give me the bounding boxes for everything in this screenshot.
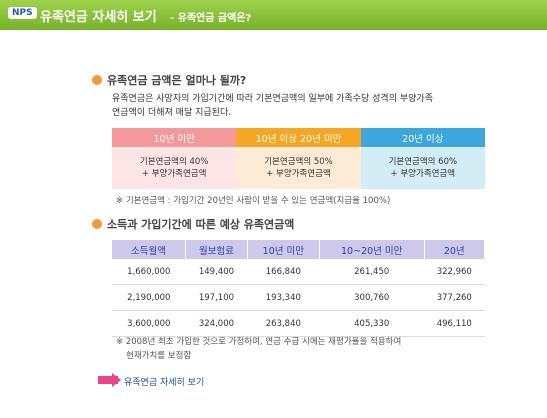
cell: 193,340 [247, 284, 320, 311]
cell: 149,400 [185, 259, 248, 285]
cell-line: 기본연금액의 40% [139, 157, 209, 167]
section-heading: 소득과 가입기간에 따른 예상 유족연금액 [92, 216, 294, 232]
cell: 300,760 [319, 284, 425, 311]
cell: 166,840 [247, 259, 320, 285]
logo: NPS [8, 7, 37, 19]
cell: 263,840 [247, 310, 320, 337]
cell: 기본연금액의 60% + 부양가족연금액 [360, 147, 485, 189]
rate-table: 10년 미만 10년 이상 20년 미만 20년 이상 기본연금액의 40% + … [112, 128, 485, 189]
arrow-head [112, 373, 121, 387]
note-line: ※ 2008년 최초 가입한 것으로 가정하며, 연금 수급 시에는 재평가율을… [116, 337, 402, 347]
cell: 324,000 [185, 310, 248, 337]
cell: 496,110 [424, 310, 485, 337]
column-header: 10년 미만 [247, 240, 320, 259]
section-heading: 유족연금 금액은 얼마나 될까? [92, 72, 246, 88]
amount-table: 소득월액 월보험료 10년 미만 10~20년 미만 20년 1,660,000 149,4… [112, 240, 486, 337]
cell: 3,600,000 [112, 310, 186, 337]
column-header: 20년 [424, 240, 486, 259]
cell: 377,260 [424, 284, 485, 311]
cell: 1,660,000 [112, 259, 186, 285]
column-header: 20년 이상 [360, 128, 485, 147]
table-row: 3,600,000 324,000 263,840 405,330 496,110 [112, 310, 485, 337]
cell: 기본연금액의 50% + 부양가족연금액 [236, 147, 361, 189]
cell: 261,450 [319, 259, 425, 285]
paragraph: 유족연금은 사망자의 가입기간에 따라 기본연금액의 일부에 가족수당 성격의 … [112, 92, 433, 120]
paragraph-line: 연금액이 더해져 매달 지급된다. [112, 108, 232, 118]
cell-line: 기본연금액의 60% [388, 157, 458, 167]
header-bar [0, 0, 547, 30]
cell: 기본연금액의 40% + 부양가족연금액 [112, 147, 237, 189]
note: ※ 2008년 최초 가입한 것으로 가정하며, 연금 수급 시에는 재평가율을… [116, 335, 401, 363]
column-header: 10년 미만 [112, 128, 237, 147]
header-title: 유족연금 자세히 보기 [40, 10, 157, 25]
cell-line: + 부양가족연금액 [266, 169, 331, 179]
note-line: 현재가치를 보정함 [126, 351, 192, 361]
cell: 197,100 [185, 284, 248, 311]
cell-line: + 부양가족연금액 [390, 169, 456, 179]
cell: 322,960 [424, 259, 485, 285]
cell: 2,190,000 [112, 284, 186, 311]
table-row: 1,660,000 149,400 166,840 261,450 322,960 [112, 259, 485, 285]
heading-text: 소득과 가입기간에 따른 예상 유족연금액 [107, 218, 295, 231]
column-header: 10년 이상 20년 미만 [236, 128, 361, 147]
cell: 405,330 [319, 310, 425, 337]
cell-line: + 부양가족연금액 [141, 169, 207, 179]
column-header: 10~20년 미만 [319, 240, 425, 259]
column-header: 월보험료 [185, 240, 248, 259]
table-row: 2,190,000 197,100 193,340 300,760 377,260 [112, 284, 485, 311]
arrow-icon [98, 376, 118, 384]
note: ※ 기본연금액 : 가입기간 20년인 사람이 받을 수 있는 연금액(지급율 … [116, 196, 391, 206]
cell-line: 기본연금액의 50% [264, 157, 333, 167]
detail-link[interactable]: 유족연금 자세히 보기 [124, 378, 205, 388]
column-header: 소득월액 [112, 240, 187, 259]
paragraph-line: 유족연금은 사망자의 가입기간에 따라 기본연금액의 일부에 가족수당 성격의 … [112, 94, 433, 104]
header-subtitle: - 유족연금 금액은? [170, 13, 252, 24]
heading-text: 유족연금 금액은 얼마나 될까? [107, 74, 247, 87]
